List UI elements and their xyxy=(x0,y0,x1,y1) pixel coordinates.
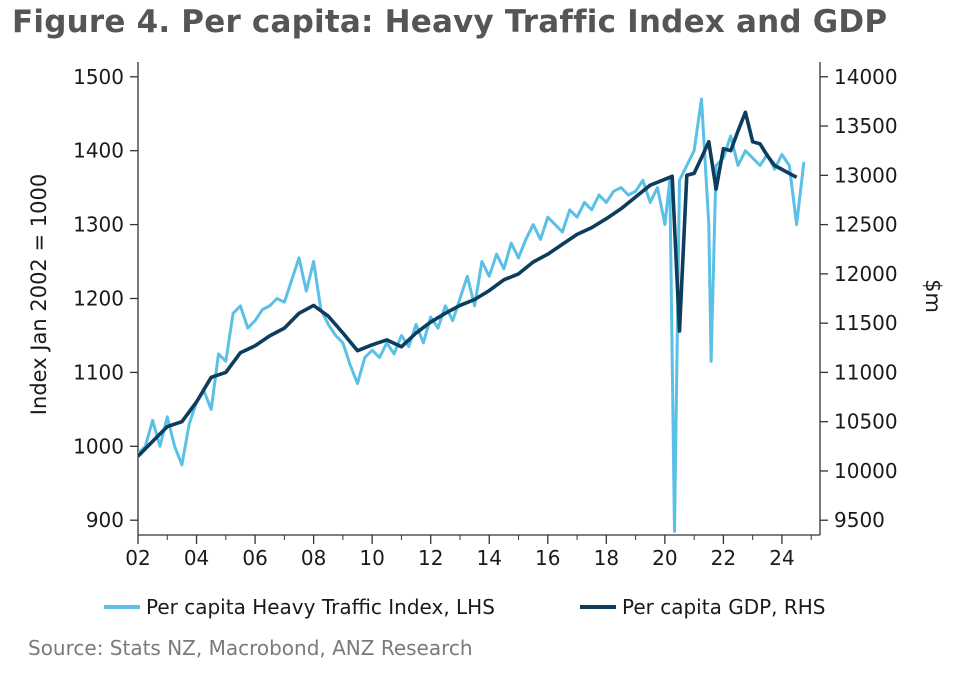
left-tick-label: 1300 xyxy=(73,213,124,237)
x-tick-label: 14 xyxy=(477,546,502,570)
right-tick-label: 12000 xyxy=(834,262,898,286)
legend-label-heavy-traffic: Per capita Heavy Traffic Index, LHS xyxy=(146,595,495,619)
x-tick-label: 10 xyxy=(359,546,384,570)
right-tick-label: 11000 xyxy=(834,360,898,384)
chart-legend: Per capita Heavy Traffic Index, LHS Per c… xyxy=(104,595,826,619)
left-tick-label: 1000 xyxy=(73,434,124,458)
right-tick-label: 12500 xyxy=(834,213,898,237)
x-tick-label: 02 xyxy=(125,546,150,570)
x-tick-label: 12 xyxy=(418,546,443,570)
chart-axes: 900 1000 1100 1200 1300 1400 1500 9500 10000 1050… xyxy=(27,62,945,570)
left-tick-label: 1500 xyxy=(73,65,124,89)
right-tick-label: 10000 xyxy=(834,459,898,483)
series-line-gdp xyxy=(138,110,798,458)
left-axis-label: Index Jan 2002 = 1000 xyxy=(27,174,51,415)
x-tick-label: 22 xyxy=(711,546,736,570)
x-tick-label: 24 xyxy=(769,546,794,570)
x-tick-label: 18 xyxy=(594,546,619,570)
right-tick-label: 13500 xyxy=(834,114,898,138)
left-tick-label: 900 xyxy=(86,508,124,532)
right-tick-label: 13000 xyxy=(834,163,898,187)
page-title: Figure 4. Per capita: Heavy Traffic Inde… xyxy=(12,4,888,40)
series-line-heavy-traffic xyxy=(138,97,806,533)
chart-series xyxy=(138,97,806,533)
legend-label-gdp: Per capita GDP, RHS xyxy=(622,595,826,619)
source-note: Source: Stats NZ, Macrobond, ANZ Researc… xyxy=(28,636,473,660)
x-tick-label: 08 xyxy=(301,546,326,570)
x-tick-label: 20 xyxy=(652,546,677,570)
right-tick-label: 10500 xyxy=(834,410,898,434)
left-tick-label: 1200 xyxy=(73,287,124,311)
right-tick-label: 11500 xyxy=(834,311,898,335)
x-tick-label: 16 xyxy=(535,546,560,570)
x-tick-label: 04 xyxy=(184,546,209,570)
right-axis-label: $m xyxy=(921,279,945,313)
x-tick-label: 06 xyxy=(242,546,267,570)
left-tick-label: 1400 xyxy=(73,139,124,163)
right-tick-label: 9500 xyxy=(834,508,885,532)
left-tick-label: 1100 xyxy=(73,360,124,384)
right-tick-label: 14000 xyxy=(834,65,898,89)
